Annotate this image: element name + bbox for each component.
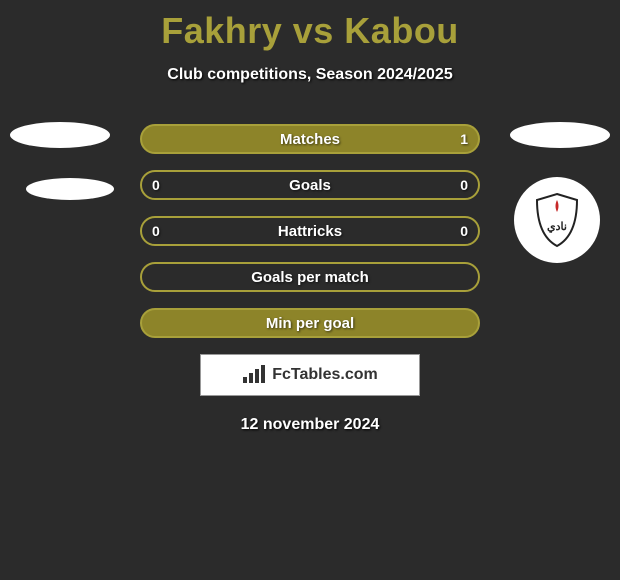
svg-text:نادي: نادي	[547, 221, 567, 234]
stat-label: Goals per match	[251, 269, 369, 286]
stat-right-value: 1	[460, 131, 468, 147]
stat-right-value: 0	[460, 177, 468, 193]
stat-row: Matches 1	[140, 124, 480, 154]
shield-icon: نادي	[527, 190, 587, 250]
stat-row: Min per goal	[140, 308, 480, 338]
stat-row: 0 Goals 0	[140, 170, 480, 200]
subtitle: Club competitions, Season 2024/2025	[0, 66, 620, 84]
stat-label: Min per goal	[266, 315, 354, 332]
page-title: Fakhry vs Kabou	[0, 0, 620, 52]
branding-text: FcTables.com	[272, 366, 378, 384]
left-player-mark-2	[26, 178, 114, 200]
stat-left-value: 0	[152, 177, 160, 193]
left-player-mark-1	[10, 122, 110, 148]
stat-label: Matches	[280, 131, 340, 148]
stats-container: Matches 1 0 Goals 0 0 Hattricks 0 Goals per matc…	[140, 124, 480, 338]
stat-label: Goals	[289, 177, 331, 194]
stat-right-value: 0	[460, 223, 468, 239]
stat-row: 0 Hattricks 0	[140, 216, 480, 246]
stat-row: Goals per match	[140, 262, 480, 292]
right-player-mark-1	[510, 122, 610, 148]
stat-label: Hattricks	[278, 223, 342, 240]
stat-left-value: 0	[152, 223, 160, 239]
date-text: 12 november 2024	[0, 416, 620, 434]
bars-icon	[242, 365, 266, 385]
club-logo: نادي	[514, 177, 600, 263]
branding-badge: FcTables.com	[200, 354, 420, 396]
